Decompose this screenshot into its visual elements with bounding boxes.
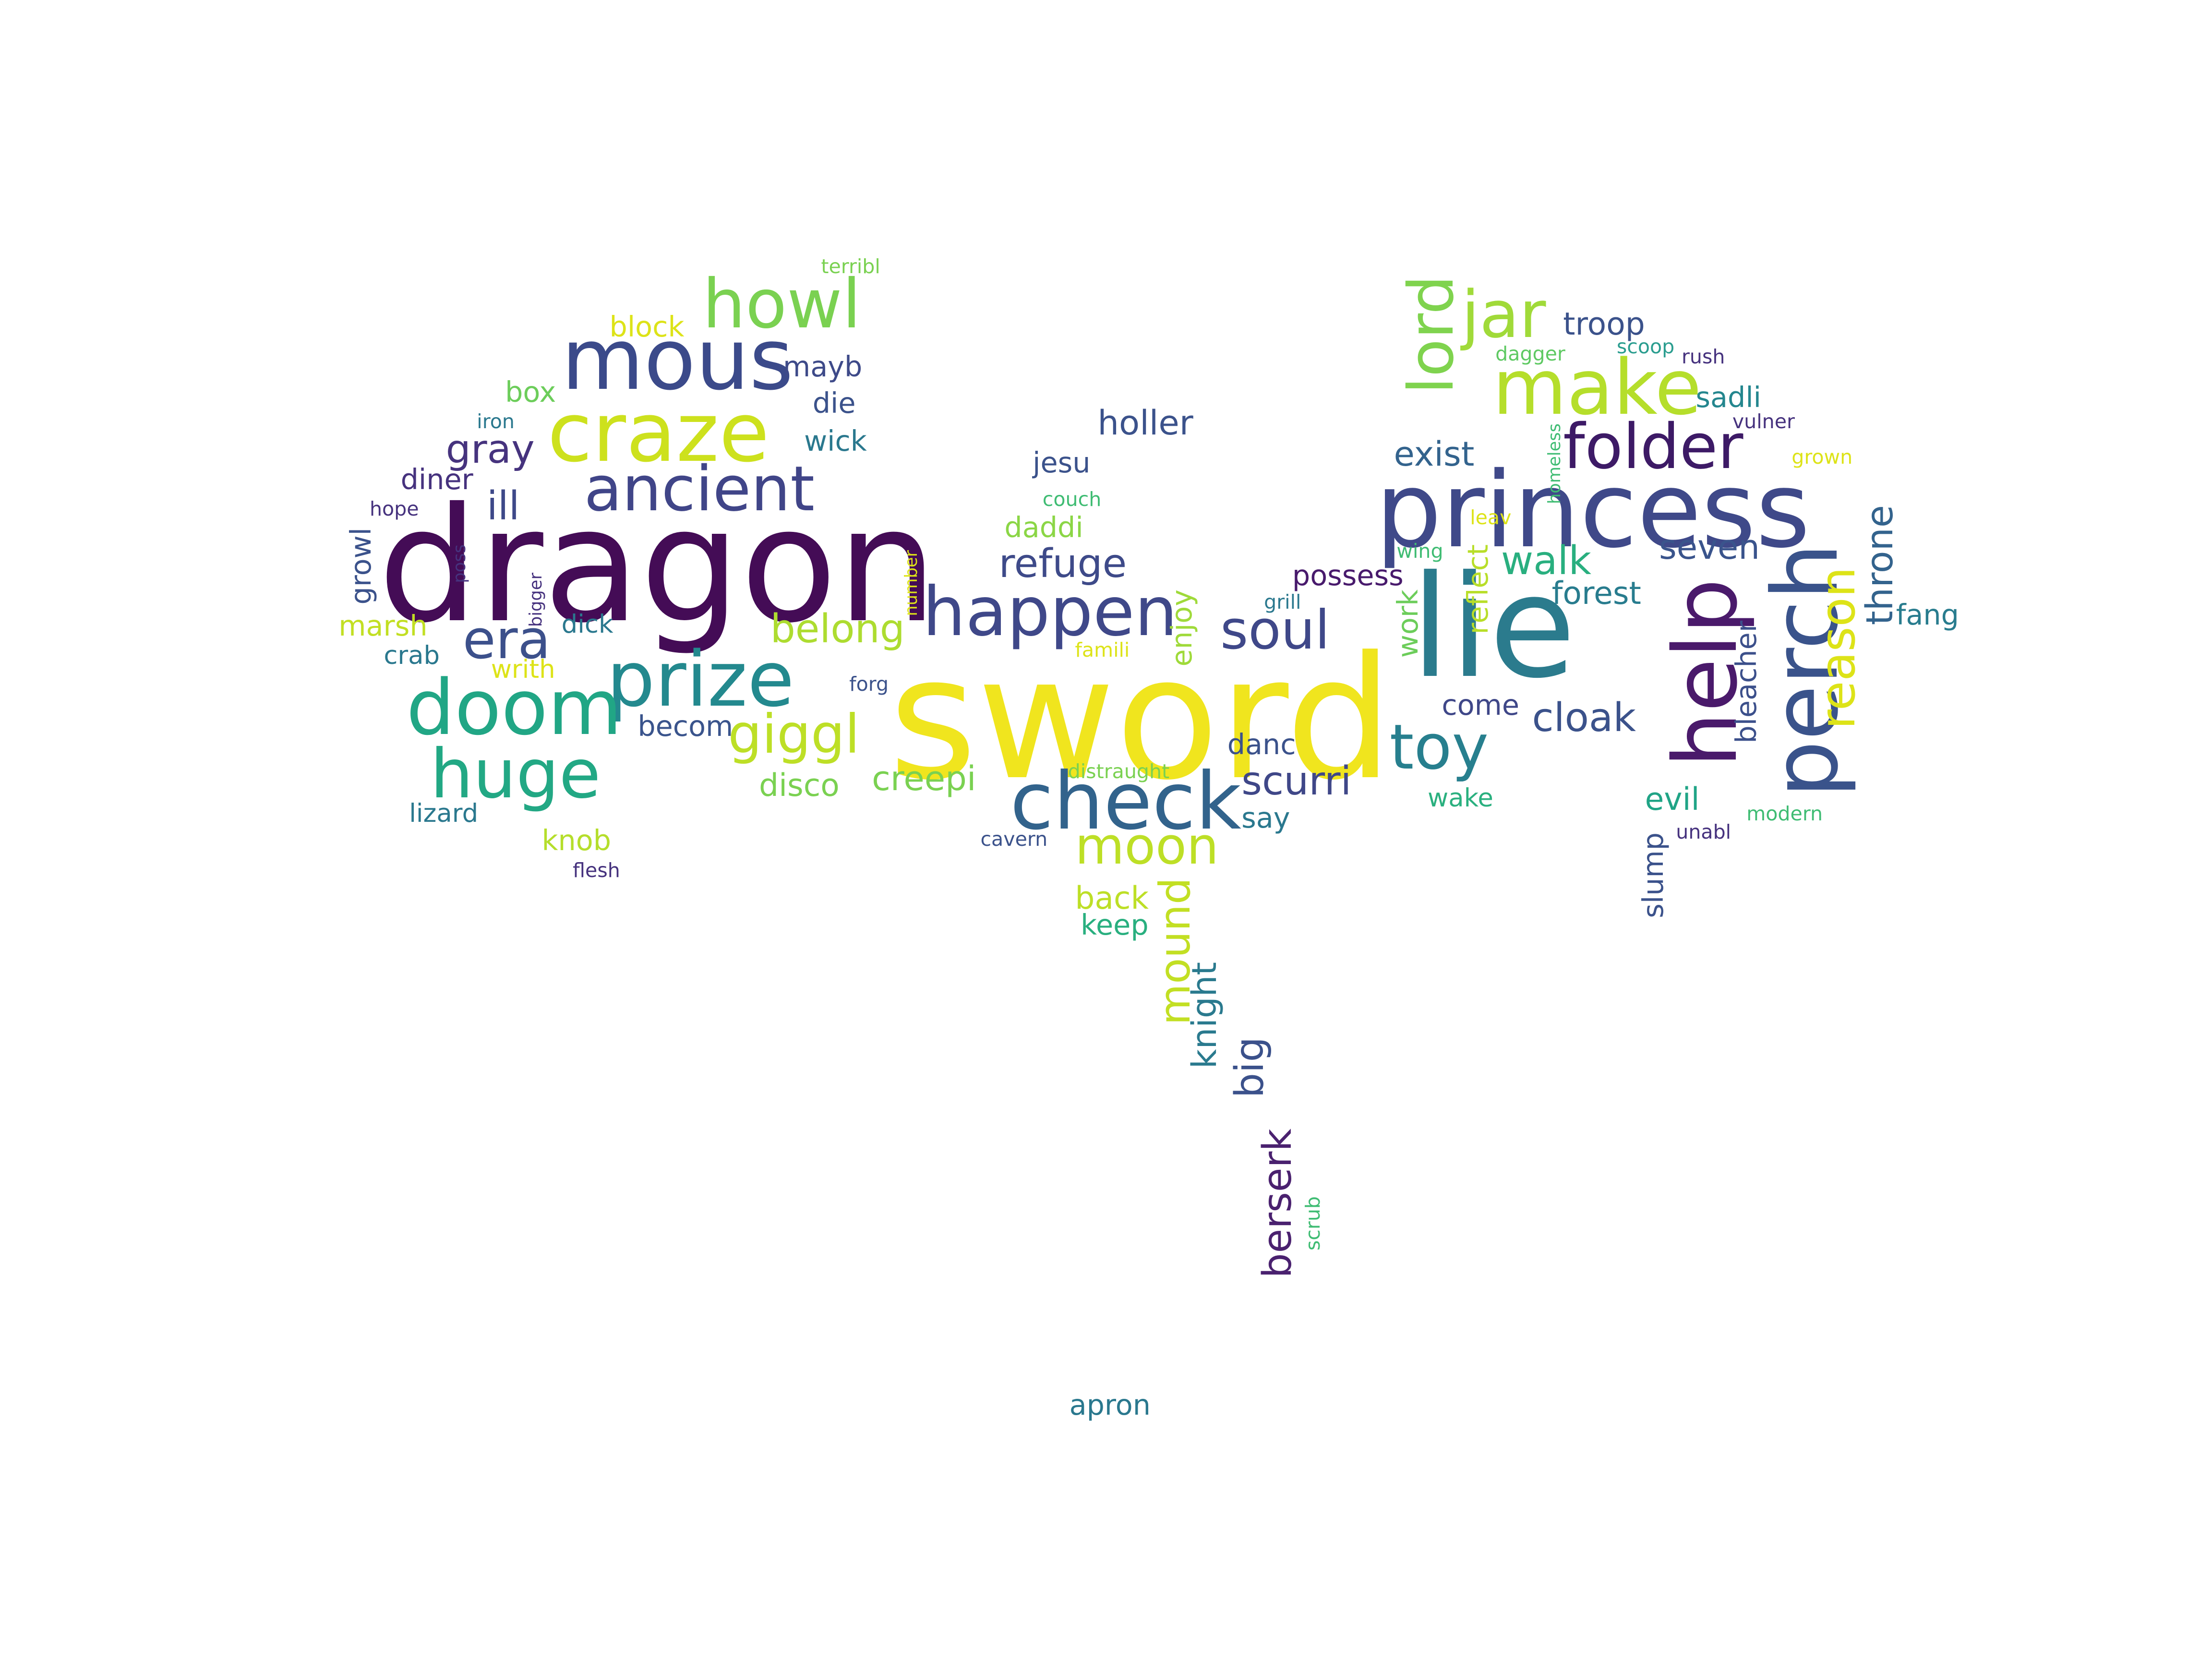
word-soul: soul [1220,599,1330,661]
word-bleacher: bleacher [1729,621,1763,744]
word-mous: mous [561,310,793,409]
word-dragon: dragon [378,473,938,658]
word-moon: moon [1075,817,1219,876]
word-howl: howl [702,265,861,344]
word-come: come [1442,688,1520,721]
word-diner: diner [400,462,473,496]
word-cavern: cavern [980,828,1048,851]
word-princess: princess [1375,450,1810,572]
word-unabl: unabl [1676,820,1731,844]
word-cloak: cloak [1532,695,1636,741]
word-troop: troop [1563,306,1645,342]
word-box: box [505,375,556,409]
word-creepi: creepi [872,758,976,798]
word-hope: hope [369,497,419,521]
word-rush: rush [1682,345,1725,368]
word-evil: evil [1645,781,1700,817]
word-toy: toy [1389,711,1489,783]
word-wick: wick [804,424,867,458]
word-grill: grill [1264,590,1301,614]
word-poss: poss [450,544,470,584]
word-folder: folder [1563,410,1743,483]
word-ancient: ancient [584,453,815,526]
word-knob: knob [541,824,612,857]
word-belong: belong [770,606,905,652]
word-scrub: scrub [1301,1196,1325,1251]
word-ill: ill [486,483,520,529]
word-prize: prize [606,636,794,724]
word-check: check [1010,755,1241,847]
word-make: make [1492,343,1702,432]
word-walk: walk [1501,538,1592,584]
word-growl: growl [344,528,377,605]
word-refuge: refuge [998,541,1127,587]
word-flesh: flesh [573,858,620,882]
word-giggl: giggl [728,703,860,766]
word-number: number [901,550,921,616]
word-reflect: reflect [1461,544,1495,635]
word-era: era [462,609,551,672]
word-homeless: homeless [1544,423,1564,504]
word-die: die [812,386,856,420]
word-berserk: berserk [1255,1129,1301,1278]
word-throne: throne [1859,505,1902,625]
word-block: block [609,310,685,344]
word-grown: grown [1791,445,1853,469]
word-work: work [1391,589,1424,658]
word-writh: writh [491,655,555,685]
word-jesu: jesu [1033,445,1091,479]
word-mayb: mayb [783,349,863,383]
word-craze: craze [547,385,769,481]
word-huge: huge [430,734,601,814]
word-scoop: scoop [1616,335,1675,359]
word-modern: modern [1746,802,1823,826]
word-reason: reason [1810,567,1866,730]
word-enjoy: enjoy [1165,589,1199,667]
word-say: say [1241,801,1290,835]
word-lizard: lizard [409,799,479,829]
word-slump: slump [1636,832,1670,918]
word-distraught: distraught [1068,759,1170,783]
word-dick: dick [561,610,613,639]
word-seven: seven [1659,527,1760,567]
word-crab: crab [384,641,440,671]
word-keep: keep [1081,908,1149,942]
word-leav: leav [1470,505,1512,529]
word-exist: exist [1394,434,1475,474]
word-daddi: daddi [1004,510,1083,544]
word-disco: disco [759,767,840,804]
word-gray: gray [445,427,535,473]
word-big: big [1226,1037,1273,1098]
word-wake: wake [1428,783,1493,813]
word-bigger: bigger [526,573,546,627]
word-doom: doom [406,663,622,752]
word-iron: iron [477,410,515,433]
word-sword: sword [889,621,1393,818]
word-famili: famili [1075,638,1130,662]
word-becom: becom [637,709,733,743]
word-fang: fang [1896,598,1959,631]
word-back: back [1075,880,1149,916]
word-jar: jar [1461,276,1546,352]
word-dagger: dagger [1495,342,1565,366]
word-forest: forest [1551,575,1641,612]
word-scurri: scurri [1241,758,1352,804]
word-marsh: marsh [338,609,428,643]
word-knight: knight [1185,962,1225,1069]
word-apron: apron [1069,1388,1151,1421]
word-holler: holler [1097,403,1193,443]
word-lord: lord [1395,275,1468,395]
word-danc: danc [1227,728,1296,761]
word-lie: lie [1410,545,1576,709]
word-couch: couch [1042,487,1102,511]
word-vulner: vulner [1732,410,1795,433]
word-forg: forg [849,672,889,696]
word-terribl: terribl [821,254,880,278]
word-happen: happen [922,572,1178,651]
word-possess: possess [1292,558,1404,592]
word-sadli: sadli [1695,381,1761,414]
word-wing: wing [1396,540,1443,563]
